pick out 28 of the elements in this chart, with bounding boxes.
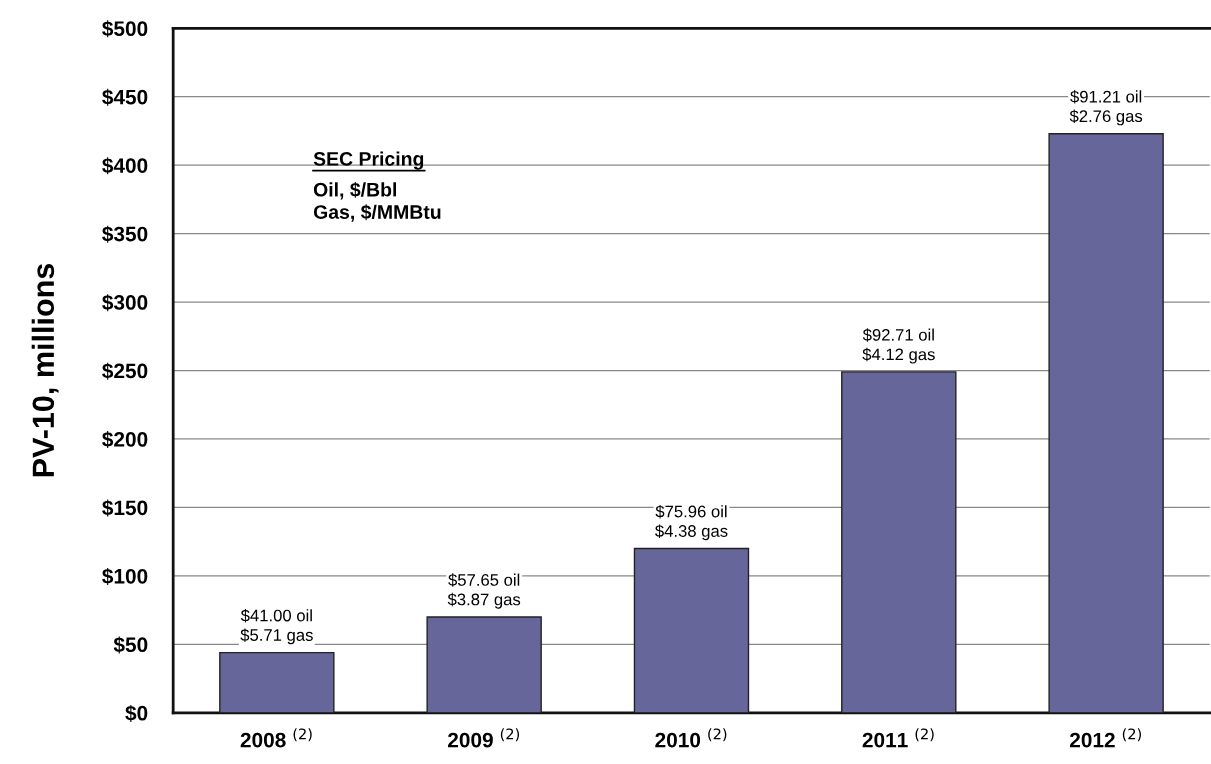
x-tick-label: 2011 $^{(2)}$ (862, 728, 934, 748)
y-tick-label: $350 (102, 225, 148, 243)
annotation: $41.00 oil $5.71 gas (240, 608, 313, 645)
x-tick-label: 2012 $^{(2)}$ (1069, 728, 1141, 748)
annotation: SEC Pricing Oil, $/Bbl Gas, $/MMBtu (313, 151, 441, 222)
y-tick-label: $300 (102, 294, 148, 312)
annotation: $57.65 oil $3.87 gas (447, 573, 521, 609)
y-tick-label: $50 (113, 636, 148, 654)
y-tick-label: $400 (102, 157, 148, 175)
y-tick-label: $250 (102, 362, 148, 380)
y-tick-label: $500 (102, 20, 148, 38)
y-tick-label: $150 (102, 499, 148, 517)
x-tick-label: 2010 $^{(2)}$ (655, 728, 727, 748)
bar (633, 547, 750, 713)
annotation: $75.96 oil $4.38 gas (655, 504, 728, 541)
bar (1048, 132, 1164, 713)
annotation: $92.71 oil $4.12 gas (862, 328, 935, 364)
bar (841, 371, 957, 713)
y-tick-label: $0 (125, 704, 148, 722)
bar (426, 616, 542, 713)
y-tick-label: $200 (102, 431, 148, 449)
y-tick-label: $450 (102, 88, 148, 106)
y-tick-label: $100 (102, 567, 148, 585)
x-tick-label: 2008 $^{(2)}$ (240, 728, 312, 748)
y-axis-title: PV-10, millions (31, 263, 59, 477)
bar (219, 651, 335, 713)
x-tick-label: 2009 $^{(2)}$ (448, 728, 520, 748)
annotation: $91.21 oil $2.76 gas (1069, 90, 1143, 126)
